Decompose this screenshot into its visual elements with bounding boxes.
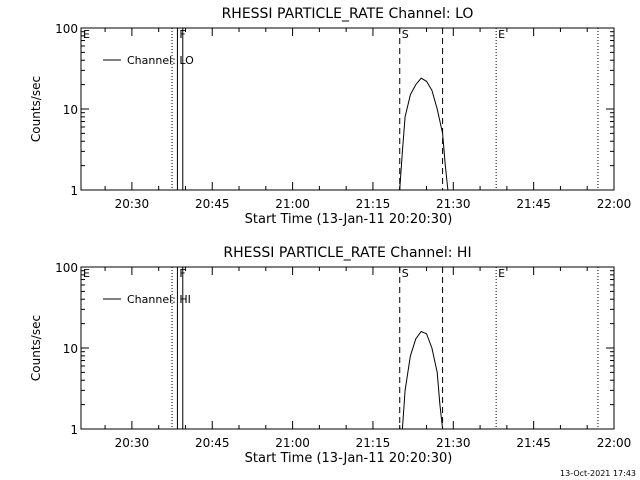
- panel2-x-tick-label: 21:45: [516, 436, 551, 450]
- panel1-x-tick-label: 21:30: [436, 197, 471, 211]
- panel1-x-tick-label: 21:00: [275, 197, 310, 211]
- panel2-group: RHESSI PARTICLE_RATE Channel: HI 20:30 20:…: [29, 245, 631, 466]
- panel2-marker-label: E: [498, 267, 505, 280]
- panel2-y-tick-label: 1: [70, 423, 78, 437]
- panel2-x-tick-label: 21:15: [356, 436, 391, 450]
- panel2-chart-title: RHESSI PARTICLE_RATE Channel: HI: [223, 245, 471, 261]
- panel1-x-tick-label: 20:45: [195, 197, 230, 211]
- panel1-x-axis-label: Start Time (13-Jan-11 20:20:30): [245, 212, 453, 227]
- panel2-y-axis-label: Counts/sec: [29, 315, 43, 381]
- panel2-x-axis-label: Start Time (13-Jan-11 20:20:30): [245, 451, 453, 466]
- panel2-x-tick-label: 21:00: [275, 436, 310, 450]
- panel2-x-tick-label: 20:45: [195, 436, 230, 450]
- panel1-x-tick-label: 21:45: [516, 197, 551, 211]
- panel1-y-tick-label: 1: [70, 184, 78, 198]
- panel1-x-tick-label: 20:30: [115, 197, 150, 211]
- panel1-group: RHESSI PARTICLE_RATE Channel: LO 20:30 20:…: [29, 6, 631, 227]
- panel2-x-tick-label: 20:30: [115, 436, 150, 450]
- panel2-marker-label: S: [402, 267, 409, 280]
- panel2-x-tick-label: 22:00: [597, 436, 632, 450]
- panel1-chart-title: RHESSI PARTICLE_RATE Channel: LO: [222, 6, 474, 22]
- panel1-marker-label: E: [83, 28, 90, 41]
- panel2-y-tick-label: 10: [63, 342, 78, 356]
- panel1-marker-label: E: [498, 28, 505, 41]
- panel2-x-tick-label: 21:30: [436, 436, 471, 450]
- panel2-series-line: [401, 330, 444, 430]
- panel2-plot-frame: [80, 266, 615, 430]
- timestamp-label: 13-Oct-2021 17:43: [560, 469, 636, 478]
- panel2-legend-label: Channel: HI: [127, 293, 191, 306]
- panel2-marker-label: E: [83, 267, 90, 280]
- panel1-legend-label: Channel: LO: [127, 54, 194, 67]
- panel1-y-tick-label: 100: [55, 22, 78, 36]
- panel2-y-tick-label: 100: [55, 261, 78, 275]
- panel1-x-tick-label: 22:00: [597, 197, 632, 211]
- panel1-series-line: [399, 77, 449, 191]
- panel1-x-tick-label: 21:15: [356, 197, 391, 211]
- panel1-y-tick-label: 10: [63, 103, 78, 117]
- panel1-plot-frame: [80, 27, 615, 191]
- panel1-y-axis-label: Counts/sec: [29, 76, 43, 142]
- panel1-marker-label: S: [402, 28, 409, 41]
